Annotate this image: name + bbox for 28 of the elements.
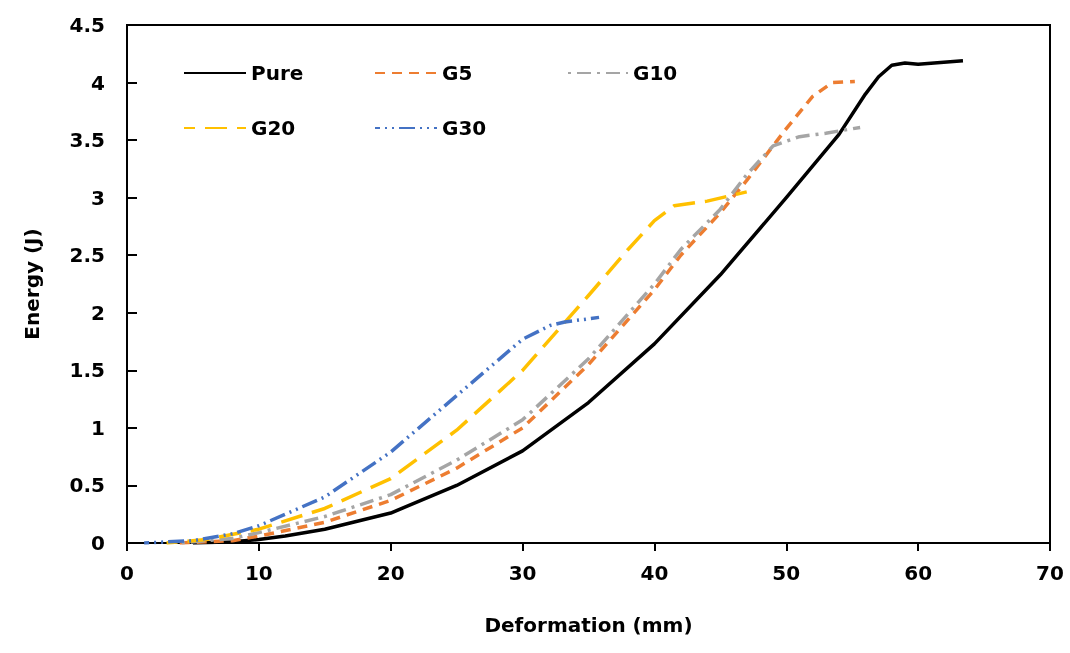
legend-label: Pure — [251, 61, 304, 85]
y-tick-label: 1 — [91, 415, 105, 440]
y-tick-label: 1.5 — [69, 358, 105, 383]
y-tick-label: 2 — [91, 300, 105, 325]
line-series — [191, 58, 965, 545]
legend-label: G10 — [633, 61, 678, 85]
y-axis-title: Energy (J) — [20, 228, 44, 340]
x-tick-label: 60 — [904, 561, 933, 585]
y-tick-label: 0.5 — [69, 473, 105, 498]
x-tick-label: 40 — [640, 561, 669, 585]
x-tick-label: 70 — [1036, 561, 1064, 585]
y-tick-label: 2.5 — [69, 243, 105, 268]
y-tick-label: 3 — [91, 185, 105, 210]
y-tick-label: 4 — [91, 70, 105, 95]
x-tick-label: 30 — [508, 561, 537, 585]
legend-label: G20 — [251, 116, 296, 140]
y-tick-label: 0 — [91, 531, 105, 555]
y-tick-label: 4.5 — [69, 13, 105, 37]
line-series — [142, 315, 601, 545]
x-axis-title: Deformation (mm) — [484, 613, 693, 637]
legend-label: G5 — [442, 61, 473, 85]
x-tick-label: 20 — [376, 561, 405, 585]
y-tick-label: 3.5 — [69, 128, 105, 153]
x-tick-label: 50 — [772, 561, 801, 585]
legend-label: G30 — [442, 116, 487, 140]
x-tick-label: 10 — [244, 561, 273, 585]
x-tick-label: 0 — [120, 561, 134, 585]
line-series — [164, 190, 749, 545]
